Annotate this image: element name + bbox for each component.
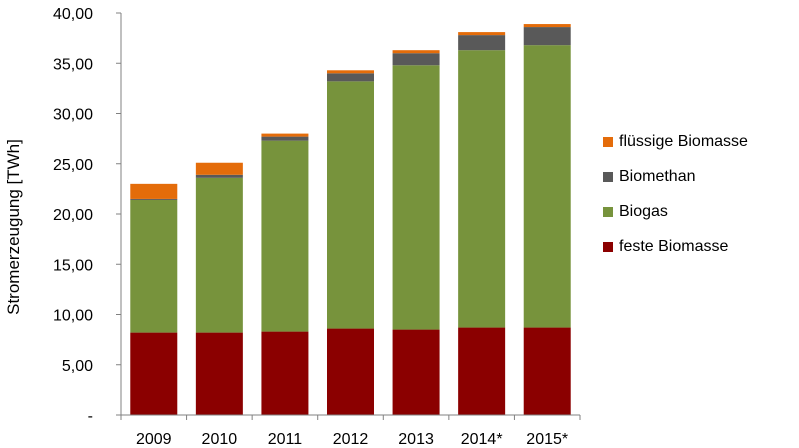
bar-segment — [130, 332, 178, 415]
legend-label: flüssige Biomasse — [619, 132, 748, 150]
bar-segment — [327, 328, 374, 415]
y-tick-label: 5,00 — [62, 358, 93, 375]
x-tick-label: 2011 — [268, 431, 303, 448]
y-tick-label: 25,00 — [53, 157, 93, 174]
legend: flüssige Biomasse Biomethan Biogas feste Bi… — [603, 124, 748, 264]
legend-item: Biomethan — [603, 159, 748, 194]
y-tick-label: 20,00 — [53, 207, 93, 224]
legend-label: Biomethan — [619, 167, 696, 185]
bar-segment — [458, 50, 506, 328]
bar-segment — [261, 331, 309, 415]
bars — [130, 24, 571, 415]
legend-item: flüssige Biomasse — [603, 124, 748, 159]
bar-segment — [523, 45, 571, 328]
y-axis-ticks: - 5,00 10,00 15,00 20,00 25,00 30,00 35,00 40,00 — [53, 6, 121, 425]
x-tick-label: 2013 — [398, 431, 434, 448]
y-tick-label: 15,00 — [53, 257, 93, 274]
legend-label: feste Biomasse — [619, 237, 729, 255]
bar-segment — [458, 35, 506, 51]
x-tick-label: 2009 — [136, 431, 172, 448]
bar-segment — [130, 199, 178, 333]
legend-swatch — [603, 206, 613, 217]
bar-segment — [195, 174, 243, 178]
x-tick-label: 2012 — [333, 431, 369, 448]
bar-segment — [261, 136, 309, 141]
bar-segment — [327, 81, 374, 329]
legend-item: Biogas — [603, 194, 748, 229]
bar-segment — [195, 177, 243, 333]
y-tick-label: 35,00 — [53, 56, 93, 73]
y-tick-label: 40,00 — [53, 6, 93, 23]
bar-segment — [523, 24, 571, 28]
y-axis-title: Stromerzeugung [TWh] — [4, 139, 23, 315]
legend-swatch — [603, 171, 613, 182]
x-tick-label: 2014* — [461, 431, 503, 448]
bar-segment — [327, 70, 374, 74]
bar-segment — [195, 162, 243, 175]
y-tick-label: 30,00 — [53, 107, 93, 124]
bar-segment — [130, 183, 178, 199]
y-tick-label: - — [88, 408, 93, 425]
bar-segment — [392, 65, 440, 330]
bar-segment — [392, 53, 440, 66]
y-tick-label: 10,00 — [53, 308, 93, 325]
x-axis-ticks: 2009 2010 2011 2012 2013 2014* 2015* — [120, 415, 581, 448]
legend-item: feste Biomasse — [603, 229, 748, 264]
bar-segment — [523, 327, 571, 415]
bar-segment — [458, 327, 506, 415]
bar-segment — [195, 332, 243, 415]
bar-segment — [261, 140, 309, 332]
bar-segment — [523, 27, 571, 46]
bar-segment — [458, 32, 506, 36]
bar-segment — [392, 329, 440, 415]
legend-swatch — [603, 241, 613, 252]
x-tick-label: 2015* — [526, 431, 568, 448]
bar-segment — [261, 133, 309, 137]
legend-swatch — [603, 136, 613, 147]
bar-segment — [130, 198, 178, 200]
legend-label: Biogas — [619, 202, 668, 220]
bar-segment — [327, 73, 374, 82]
bar-segment — [392, 50, 440, 54]
x-tick-label: 2010 — [202, 431, 238, 448]
